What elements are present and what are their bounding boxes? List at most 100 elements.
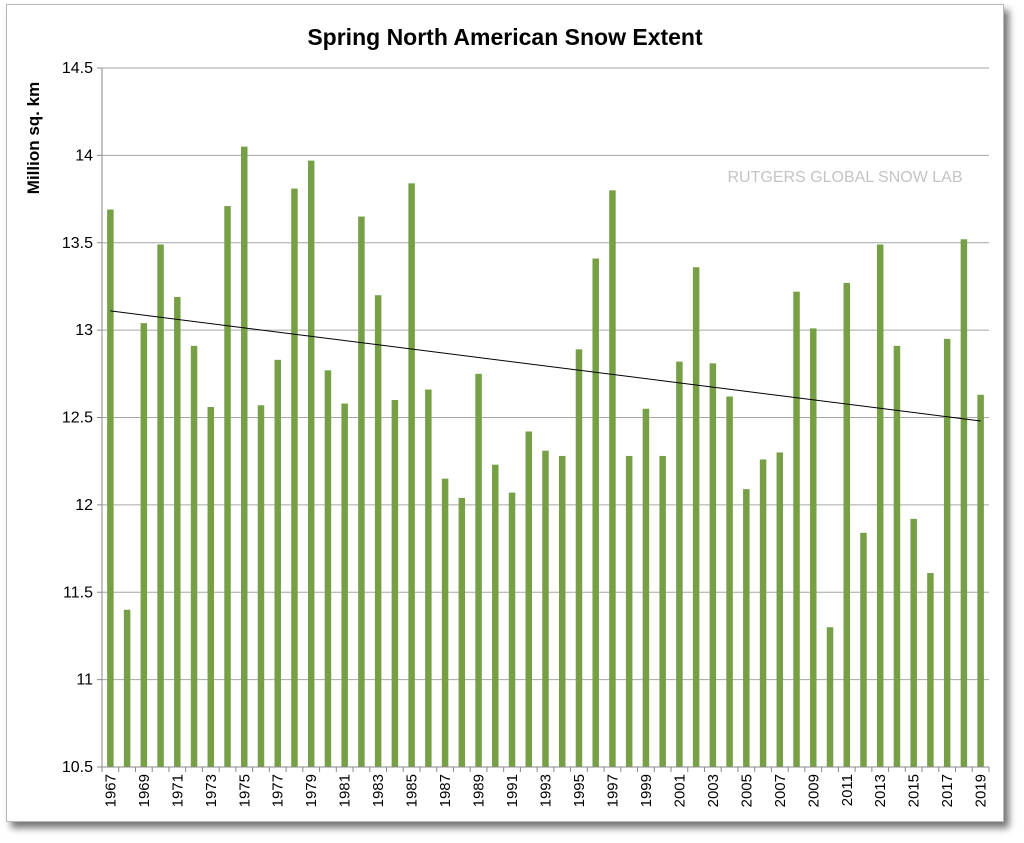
bar-1979 xyxy=(307,160,315,767)
x-tick-label: 1999 xyxy=(638,774,655,807)
bar-1981 xyxy=(341,403,348,767)
y-tick-labels: 10.5 11 11.5 12 12.5 13 13.5 14 14.5 xyxy=(62,60,93,776)
bar-1985 xyxy=(408,183,415,768)
x-tick-label: 1981 xyxy=(337,774,354,807)
chart-title: Spring North American Snow Extent xyxy=(307,24,703,50)
x-tick-label: 1993 xyxy=(538,774,555,807)
bar-1995 xyxy=(575,349,583,767)
bar-1989 xyxy=(475,373,482,767)
x-tick-label: 2001 xyxy=(671,774,688,807)
bar-1977 xyxy=(274,359,281,767)
bar-1970 xyxy=(157,244,164,767)
bar-1982 xyxy=(358,216,365,768)
x-tick-label: 2019 xyxy=(973,774,990,807)
x-tick-label: 2013 xyxy=(872,774,889,807)
bar-1971 xyxy=(174,296,181,767)
y-tick-label: 14 xyxy=(75,147,93,164)
y-tick-label: 13 xyxy=(75,322,93,339)
axes xyxy=(101,68,990,772)
trendline xyxy=(110,310,981,422)
chart-svg: Spring North American Snow Extent Millio… xyxy=(24,24,990,807)
bar-2009 xyxy=(810,328,817,767)
bar-1975 xyxy=(241,146,248,767)
y-tick-label: 13.5 xyxy=(62,235,93,252)
x-tick-label: 2015 xyxy=(906,774,923,807)
bar-2007 xyxy=(776,452,784,767)
x-tick-label: 1977 xyxy=(270,774,287,807)
bar-2012 xyxy=(860,532,867,767)
bar-2015 xyxy=(910,518,917,767)
bar-1986 xyxy=(425,389,432,767)
y-tick-label: 12.5 xyxy=(62,410,93,427)
x-tick-label: 2011 xyxy=(839,774,856,806)
bar-2003 xyxy=(709,363,717,767)
bar-2005 xyxy=(743,489,750,767)
bar-2014 xyxy=(893,345,901,767)
trendline-group xyxy=(110,310,981,422)
x-tick-label: 1985 xyxy=(404,774,421,807)
bar-2006 xyxy=(759,459,767,767)
bar-1997 xyxy=(609,190,616,767)
bar-2016 xyxy=(927,573,934,767)
bar-1998 xyxy=(625,455,633,767)
x-tick-label: 1983 xyxy=(370,774,387,807)
x-tick-label: 1975 xyxy=(236,774,253,807)
bar-1978 xyxy=(291,188,298,767)
bar-1988 xyxy=(458,497,466,767)
x-tick-label: 1967 xyxy=(102,774,119,807)
x-tick-label: 1987 xyxy=(437,774,454,807)
chart-frame: Spring North American Snow Extent Millio… xyxy=(6,4,1004,822)
bar-1987 xyxy=(441,478,449,767)
bar-1990 xyxy=(492,464,499,767)
x-tick-label: 2017 xyxy=(939,774,956,807)
bar-2008 xyxy=(793,291,800,767)
bar-2010 xyxy=(826,627,834,767)
bar-2019 xyxy=(977,394,984,767)
bar-1984 xyxy=(391,400,399,767)
bar-2017 xyxy=(943,338,951,767)
bar-1999 xyxy=(642,408,650,767)
x-tick-label: 2007 xyxy=(772,774,789,807)
bar-2004 xyxy=(726,396,733,767)
x-tick-labels: 1967 1969 1971 1973 1975 1977 1979 1981 1983 1985… xyxy=(102,774,989,807)
x-tick-label: 1997 xyxy=(604,774,621,807)
bar-1968 xyxy=(123,609,131,767)
x-tick-label: 1971 xyxy=(169,774,186,807)
bar-1969 xyxy=(140,323,148,767)
x-tick-label: 1991 xyxy=(504,774,521,807)
bar-2013 xyxy=(876,244,884,767)
bar-2018 xyxy=(960,239,968,767)
bar-1996 xyxy=(592,258,599,767)
bar-1976 xyxy=(257,405,265,767)
x-tick-label: 2005 xyxy=(738,774,755,807)
bar-2002 xyxy=(692,267,700,767)
x-tick-label: 2003 xyxy=(705,774,722,807)
x-tick-label: 1989 xyxy=(471,774,488,807)
bar-1992 xyxy=(525,431,533,767)
x-tick-label: 1995 xyxy=(571,774,588,807)
y-tick-label: 10.5 xyxy=(62,759,93,776)
bar-1980 xyxy=(324,370,332,767)
watermark-text: RUTGERS GLOBAL SNOW LAB xyxy=(727,169,962,186)
y-axis-label: Million sq. km xyxy=(24,82,43,194)
y-tick-label: 12 xyxy=(75,497,93,514)
bar-1983 xyxy=(374,295,382,767)
x-tick-label: 1979 xyxy=(303,774,320,807)
bar-2011 xyxy=(843,282,850,767)
bar-2000 xyxy=(659,455,666,767)
bars xyxy=(107,146,984,768)
bar-1994 xyxy=(558,455,566,767)
bar-2001 xyxy=(676,361,683,767)
x-tick-label: 1969 xyxy=(136,774,153,807)
y-tick-label: 14.5 xyxy=(62,60,93,77)
x-tick-label: 2009 xyxy=(805,774,822,807)
y-tick-label: 11.5 xyxy=(63,584,93,601)
bar-1974 xyxy=(224,206,231,768)
bar-1972 xyxy=(190,345,198,767)
bar-1967 xyxy=(107,209,114,768)
bar-1973 xyxy=(207,407,215,767)
y-tick-label: 11 xyxy=(76,672,93,689)
x-tick-label: 1973 xyxy=(203,774,220,807)
bar-1991 xyxy=(508,492,516,767)
bar-1993 xyxy=(542,450,549,767)
